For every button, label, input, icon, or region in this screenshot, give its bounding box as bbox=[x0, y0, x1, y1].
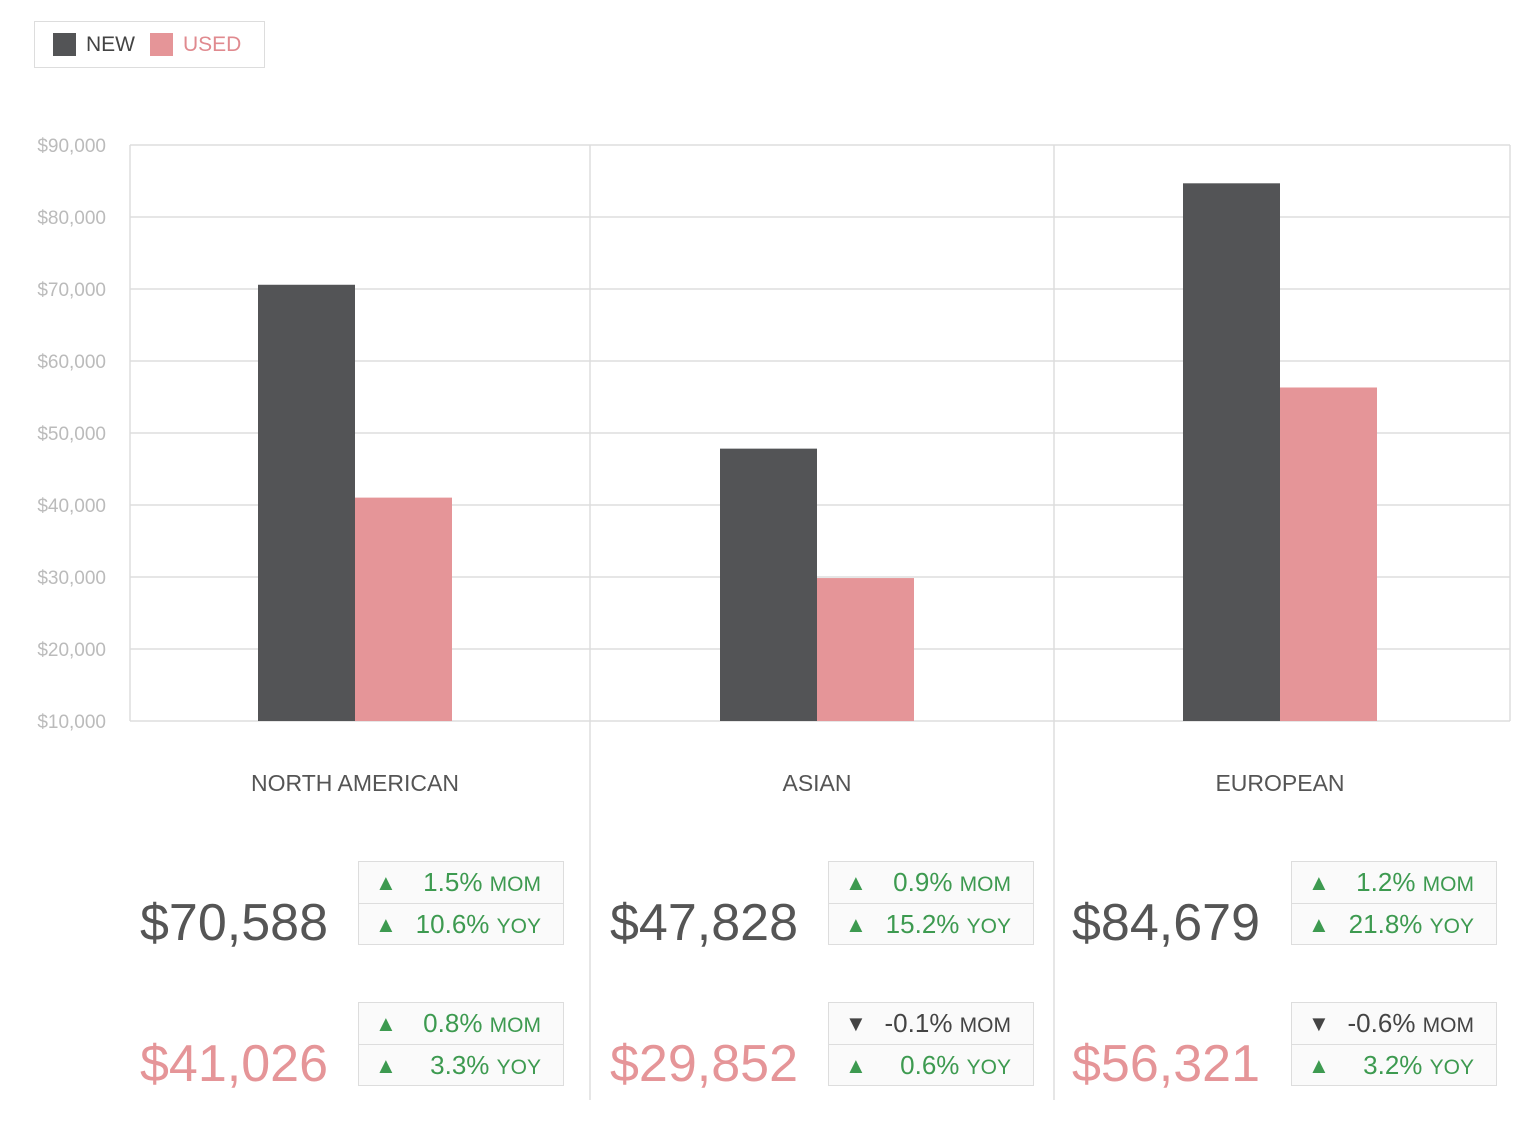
used-price-value: $56,321 bbox=[1072, 1035, 1260, 1093]
bar-used-european bbox=[1280, 387, 1377, 721]
triangle-up-icon: ▲ bbox=[1308, 1052, 1330, 1078]
bar-used-asian bbox=[817, 578, 914, 721]
change-percent: 1.5% bbox=[423, 867, 483, 897]
triangle-up-icon: ▲ bbox=[845, 911, 867, 937]
change-percent: 1.2% bbox=[1356, 867, 1416, 897]
change-percent: 3.3% bbox=[430, 1050, 490, 1080]
triangle-up-icon: ▲ bbox=[845, 869, 867, 895]
change-unit: YOY bbox=[966, 915, 1011, 938]
change-percent: 10.6% bbox=[415, 909, 490, 939]
category-label: NORTH AMERICAN bbox=[251, 770, 459, 796]
change-row: ▼ -0.6% MOM bbox=[1292, 1003, 1496, 1044]
change-box: ▲ 0.9% MOM ▲ 15.2% YOY bbox=[828, 861, 1034, 945]
triangle-up-icon: ▲ bbox=[375, 1052, 397, 1078]
triangle-up-icon: ▲ bbox=[375, 1010, 397, 1036]
change-unit: YOY bbox=[496, 1056, 541, 1079]
bar-new-asian bbox=[720, 448, 817, 721]
change-row: ▼ -0.1% MOM bbox=[829, 1003, 1033, 1044]
change-unit: MOM bbox=[489, 1014, 541, 1037]
legend-swatch-new bbox=[53, 33, 76, 56]
triangle-up-icon: ▲ bbox=[375, 911, 397, 937]
bar-new-european bbox=[1183, 183, 1280, 721]
change-unit: YOY bbox=[496, 915, 541, 938]
legend-item-new[interactable]: NEW bbox=[53, 33, 135, 57]
change-row: ▲ 3.2% YOY bbox=[1292, 1044, 1496, 1086]
category-label: ASIAN bbox=[782, 770, 852, 796]
change-percent: 0.8% bbox=[423, 1008, 483, 1038]
bar-used-north-american bbox=[355, 497, 452, 721]
change-unit: YOY bbox=[1429, 915, 1474, 938]
y-tick-label: $30,000 bbox=[37, 568, 106, 589]
new-price-value: $70,588 bbox=[140, 894, 328, 952]
change-row: ▲ 1.5% MOM bbox=[359, 862, 563, 903]
y-tick-label: $60,000 bbox=[37, 352, 106, 373]
change-row: ▲ 0.8% MOM bbox=[359, 1003, 563, 1044]
y-tick-label: $40,000 bbox=[37, 496, 106, 517]
change-unit: MOM bbox=[489, 873, 541, 896]
change-unit: YOY bbox=[1429, 1056, 1474, 1079]
change-unit: MOM bbox=[959, 873, 1011, 896]
used-price-value: $41,026 bbox=[140, 1035, 328, 1093]
new-price-value: $84,679 bbox=[1072, 894, 1260, 952]
triangle-up-icon: ▲ bbox=[1308, 911, 1330, 937]
triangle-up-icon: ▲ bbox=[845, 1052, 867, 1078]
y-tick-label: $10,000 bbox=[37, 712, 106, 733]
change-row: ▲ 0.9% MOM bbox=[829, 862, 1033, 903]
legend-swatch-used bbox=[150, 33, 173, 56]
y-tick-label: $70,000 bbox=[37, 280, 106, 301]
legend-label-new: NEW bbox=[86, 32, 135, 56]
y-tick-label: $80,000 bbox=[37, 208, 106, 229]
change-percent: -0.1% bbox=[884, 1008, 953, 1038]
change-percent: 15.2% bbox=[885, 909, 960, 939]
change-row: ▲ 15.2% YOY bbox=[829, 903, 1033, 945]
triangle-down-icon: ▼ bbox=[1308, 1010, 1330, 1036]
change-percent: 3.2% bbox=[1363, 1050, 1423, 1080]
change-row: ▲ 10.6% YOY bbox=[359, 903, 563, 945]
y-tick-label: $90,000 bbox=[37, 136, 106, 157]
change-percent: 0.6% bbox=[900, 1050, 960, 1080]
bar-new-north-american bbox=[258, 284, 355, 721]
change-unit: YOY bbox=[966, 1056, 1011, 1079]
change-box: ▲ 1.2% MOM ▲ 21.8% YOY bbox=[1291, 861, 1497, 945]
change-row: ▲ 3.3% YOY bbox=[359, 1044, 563, 1086]
change-box: ▼ -0.1% MOM ▲ 0.6% YOY bbox=[828, 1002, 1034, 1086]
change-percent: -0.6% bbox=[1347, 1008, 1416, 1038]
change-percent: 0.9% bbox=[893, 867, 953, 897]
change-row: ▲ 21.8% YOY bbox=[1292, 903, 1496, 945]
chart-legend: NEW USED bbox=[34, 21, 265, 68]
change-box: ▲ 0.8% MOM ▲ 3.3% YOY bbox=[358, 1002, 564, 1086]
change-unit: MOM bbox=[959, 1014, 1011, 1037]
legend-label-used: USED bbox=[183, 32, 242, 56]
change-box: ▲ 1.5% MOM ▲ 10.6% YOY bbox=[358, 861, 564, 945]
triangle-up-icon: ▲ bbox=[375, 869, 397, 895]
triangle-up-icon: ▲ bbox=[1308, 869, 1330, 895]
y-tick-label: $50,000 bbox=[37, 424, 106, 445]
category-label: EUROPEAN bbox=[1215, 770, 1345, 796]
change-row: ▲ 1.2% MOM bbox=[1292, 862, 1496, 903]
change-unit: MOM bbox=[1422, 873, 1474, 896]
change-unit: MOM bbox=[1422, 1014, 1474, 1037]
change-box: ▼ -0.6% MOM ▲ 3.2% YOY bbox=[1291, 1002, 1497, 1086]
y-tick-label: $20,000 bbox=[37, 640, 106, 661]
triangle-down-icon: ▼ bbox=[845, 1010, 867, 1036]
new-price-value: $47,828 bbox=[610, 894, 798, 952]
change-percent: 21.8% bbox=[1348, 909, 1423, 939]
used-price-value: $29,852 bbox=[610, 1035, 798, 1093]
change-row: ▲ 0.6% YOY bbox=[829, 1044, 1033, 1086]
legend-item-used[interactable]: USED bbox=[150, 33, 241, 57]
